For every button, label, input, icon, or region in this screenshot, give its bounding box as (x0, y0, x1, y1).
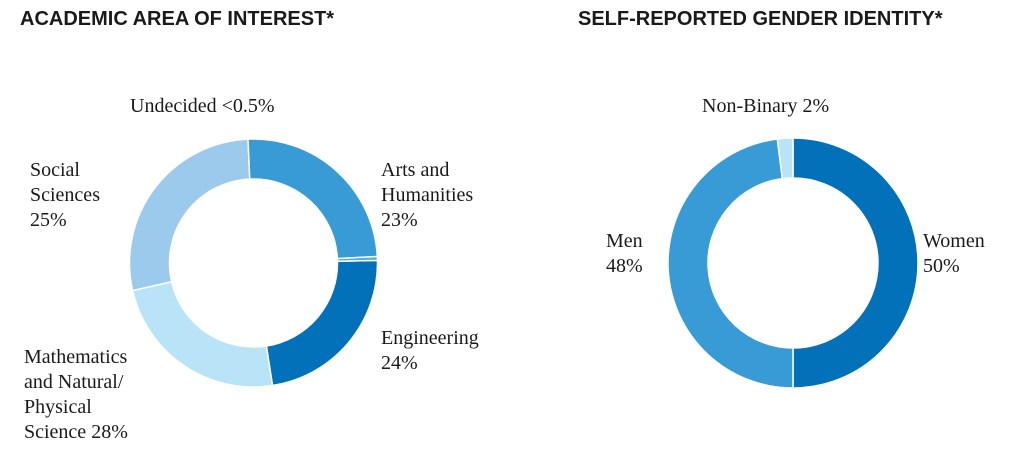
label-men: Men 48% (606, 230, 643, 277)
slice-non-binary (776, 137, 794, 180)
slice-men (667, 138, 794, 389)
label-women: Women 50% (923, 230, 985, 277)
academic-chart-title: ACADEMIC AREA OF INTEREST* (20, 8, 335, 30)
label-social-sciences: Social Sciences 25% (30, 159, 100, 231)
label-non-binary: Non-Binary 2% (702, 95, 830, 117)
slice-social-sciences (247, 138, 379, 260)
label-arts-humanities: Arts and Humanities 23% (381, 159, 474, 231)
slice-engineering (131, 280, 274, 388)
label-undecided: Undecided <0.5% (130, 95, 275, 117)
slice-mathematics-natural-science (128, 138, 251, 292)
academic-donut (128, 138, 379, 388)
label-mathematics-natural-science: Mathematics and Natural/ Physical Scienc… (24, 346, 128, 443)
slice-women (792, 137, 919, 389)
slice-arts-humanities (265, 259, 379, 387)
gender-donut (667, 137, 919, 389)
slice-undecided (336, 255, 379, 263)
label-engineering: Engineering 24% (381, 327, 479, 374)
gender-chart-title: SELF-REPORTED GENDER IDENTITY* (578, 8, 943, 30)
